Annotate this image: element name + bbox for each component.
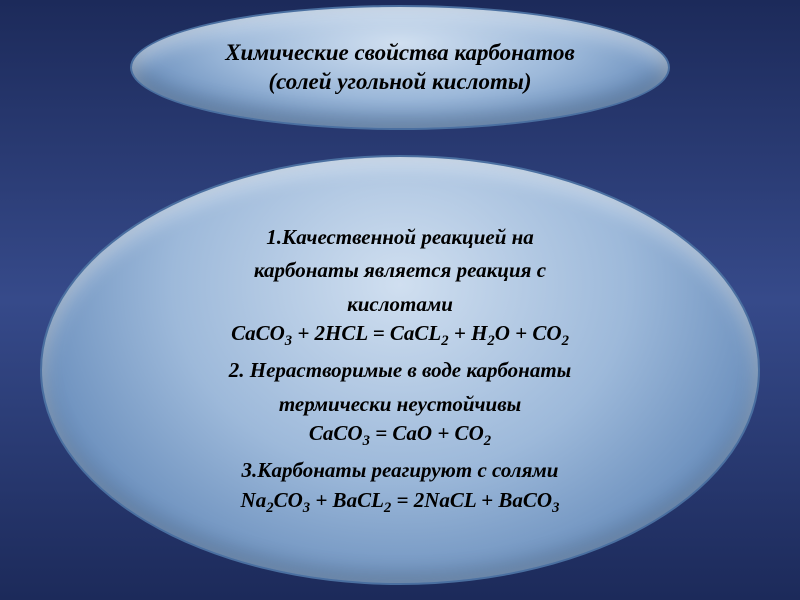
item1-heading-line3: кислотами	[347, 291, 453, 318]
content-ellipse: 1.Качественной реакцией на карбонаты явл…	[40, 155, 760, 585]
item2-formula: CaCO3 = CaO + CO2	[309, 420, 491, 447]
item2-heading-line2: термически неустойчивы	[279, 391, 521, 418]
slide: Химические свойства карбонатов (солей уг…	[0, 0, 800, 600]
item3-heading-line1: 3.Карбонаты реагируют с солями	[242, 457, 559, 484]
item2-heading-line1: 2. Нерастворимые в воде карбонаты	[229, 357, 571, 384]
item1-heading-line1: 1.Качественной реакцией на	[266, 224, 534, 251]
item3-formula: Na2CO3 + BaCL2 = 2NaCL + BaCO3	[241, 487, 560, 514]
title-line-1: Химические свойства карбонатов	[225, 39, 575, 68]
item1-formula: CaCO3 + 2HCL = CaCL2 + H2O + CO2	[231, 320, 569, 347]
item1-heading-line2: карбонаты является реакция с	[254, 257, 546, 284]
title-ellipse: Химические свойства карбонатов (солей уг…	[130, 5, 670, 130]
title-line-2: (солей угольной кислоты)	[269, 68, 532, 97]
